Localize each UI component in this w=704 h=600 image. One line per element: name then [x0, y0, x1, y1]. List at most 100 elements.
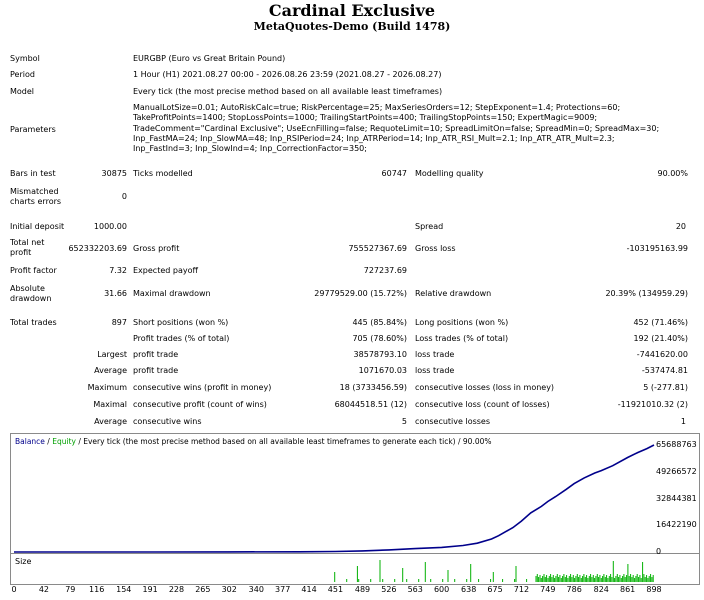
mismatched-label: Mismatched charts errors	[10, 187, 62, 206]
x-tick-label: 712	[513, 585, 530, 594]
long-value: 452 (71.46%)	[633, 318, 688, 327]
absdd-value: 31.66	[104, 289, 127, 298]
x-tick-label: 191	[142, 585, 158, 594]
maximal-label: Maximal	[93, 400, 127, 409]
maxl-profit-label: consecutive profit (count of wins)	[133, 400, 267, 409]
balance-chart: Balance / Equity / Every tick (the most …	[10, 433, 700, 554]
x-tick-label: 675	[487, 585, 503, 594]
largest-profit-value: 38578793.10	[353, 350, 407, 359]
bars-label: Bars in test	[10, 169, 56, 178]
mismatched-value: 0	[121, 192, 127, 201]
avg-losses-label: consecutive losses	[415, 417, 491, 426]
report-title: Cardinal Exclusive	[268, 1, 436, 20]
x-tick-label: 42	[38, 585, 50, 594]
reldd-label: Relative drawdown	[415, 289, 492, 298]
bars-value: 30875	[101, 169, 127, 178]
quality-label: Modelling quality	[415, 169, 484, 178]
payoff-value: 727237.69	[363, 266, 407, 275]
netprofit-label: Total net profit	[10, 238, 45, 257]
quality-value: 90.00%	[657, 169, 688, 178]
ticks-value: 60747	[381, 169, 407, 178]
max-losses-label: consecutive losses (loss in money)	[415, 383, 555, 392]
short-value: 445 (85.84%)	[352, 318, 407, 327]
max-losses-value: 5 (-277.81)	[643, 383, 688, 392]
x-tick-label: 600	[433, 585, 450, 594]
parameters-line: TakeProfitPoints=1400; StopLossPoints=10…	[133, 113, 598, 123]
x-tick-label: 414	[301, 585, 317, 594]
largest-loss-value: -7441620.00	[636, 350, 688, 359]
x-tick-label: 451	[327, 585, 344, 594]
avg-losses-value: 1	[680, 417, 686, 426]
legend-balance: Balance	[15, 437, 45, 446]
pf-label: Profit factor	[10, 266, 57, 275]
report-subtitle: MetaQuotes-Demo (Build 1478)	[253, 20, 451, 33]
maxdd-label: Maximal drawdown	[133, 289, 211, 298]
max-wins-value: 18 (3733456.59)	[339, 383, 407, 392]
parameters-line: TradeComment="Cardinal Exclusive"; UseEc…	[133, 123, 660, 133]
ticks-label: Ticks modelled	[133, 169, 193, 178]
avg-wins-label: consecutive wins	[133, 417, 202, 426]
x-tick-label: 154	[116, 585, 132, 594]
grossprofit-value: 755527367.69	[348, 244, 407, 253]
balance-line	[14, 444, 655, 553]
x-tick-label: 824	[593, 585, 609, 594]
period-label: Period	[10, 70, 35, 79]
model-label: Model	[10, 87, 35, 96]
y-tick-label: 16422190	[656, 520, 697, 530]
x-tick-label: 861	[619, 585, 636, 594]
grossprofit-label: Gross profit	[133, 244, 180, 253]
x-tick-label: 265	[195, 585, 211, 594]
average-label: Average	[94, 366, 127, 375]
legend-equity: Equity	[52, 437, 76, 446]
trades-value: 897	[111, 318, 127, 327]
netprofit-value: 652332203.69	[68, 244, 127, 253]
x-tick-label: 340	[248, 585, 264, 594]
spread-label: Spread	[415, 222, 444, 231]
parameters-line: Inp_FastMA=24; Inp_SlowMA=48; Inp_RSIPer…	[133, 133, 615, 143]
short-label: Short positions (won %)	[133, 318, 229, 327]
spread-value: 20	[675, 222, 686, 231]
model-value: Every tick (the most precise method base…	[133, 87, 443, 96]
avg-loss-value: -537474.81	[641, 366, 688, 375]
maxl-profit-value: 68044518.51 (12)	[334, 400, 407, 409]
x-tick-label: 377	[275, 585, 291, 594]
maxl-loss-value: -11921010.32 (2)	[617, 400, 688, 409]
absdd-label: Absolute drawdown	[10, 284, 52, 303]
maxdd-value: 29779529.00 (15.72%)	[314, 289, 407, 298]
parameters-value: ManualLotSize=0.01; AutoRiskCalc=true; R…	[133, 103, 693, 154]
y-tick-label: 32844381	[656, 493, 697, 503]
x-tick-label: 302	[221, 585, 237, 594]
y-tick-label: 0	[656, 547, 662, 556]
maximum-label: Maximum	[87, 383, 127, 392]
x-tick-label: 79	[65, 585, 76, 594]
payoff-label: Expected payoff	[133, 266, 198, 275]
reldd-value: 20.39% (134959.29)	[605, 289, 688, 298]
size-label: Size	[15, 557, 32, 566]
y-tick-label: 65688763	[656, 440, 697, 449]
trades-label: Total trades	[10, 318, 57, 327]
y-tick-label: 49266572	[656, 466, 697, 476]
x-tick-label: 638	[461, 585, 477, 594]
x-tick-label: 749	[540, 585, 556, 594]
avg-profit-value: 1071670.03	[358, 366, 407, 375]
largest-loss-label: loss trade	[415, 350, 455, 359]
parameters-line: ManualLotSize=0.01; AutoRiskCalc=true; R…	[133, 103, 621, 112]
ltrades-value: 192 (21.40%)	[633, 334, 688, 343]
ltrades-label: Loss trades (% of total)	[415, 334, 509, 343]
x-tick-label: 489	[354, 585, 371, 594]
long-label: Long positions (won %)	[415, 318, 509, 327]
period-value: 1 Hour (H1) 2021.08.27 00:00 - 2026.08.2…	[133, 70, 442, 79]
x-tick-label: 0	[11, 585, 17, 594]
symbol-value: EURGBP (Euro vs Great Britain Pound)	[133, 54, 286, 63]
grossloss-value: -103195163.99	[626, 244, 688, 253]
symbol-label: Symbol	[10, 54, 40, 63]
maxl-loss-label: consecutive loss (count of losses)	[415, 400, 550, 409]
ptrades-label: Profit trades (% of total)	[133, 334, 230, 343]
deposit-value: 1000.00	[93, 222, 127, 231]
avg-profit-label: profit trade	[133, 366, 179, 375]
largest-profit-label: profit trade	[133, 350, 179, 359]
x-tick-label: 228	[168, 585, 185, 594]
x-tick-label: 786	[566, 585, 582, 594]
parameters-label: Parameters	[10, 125, 56, 134]
